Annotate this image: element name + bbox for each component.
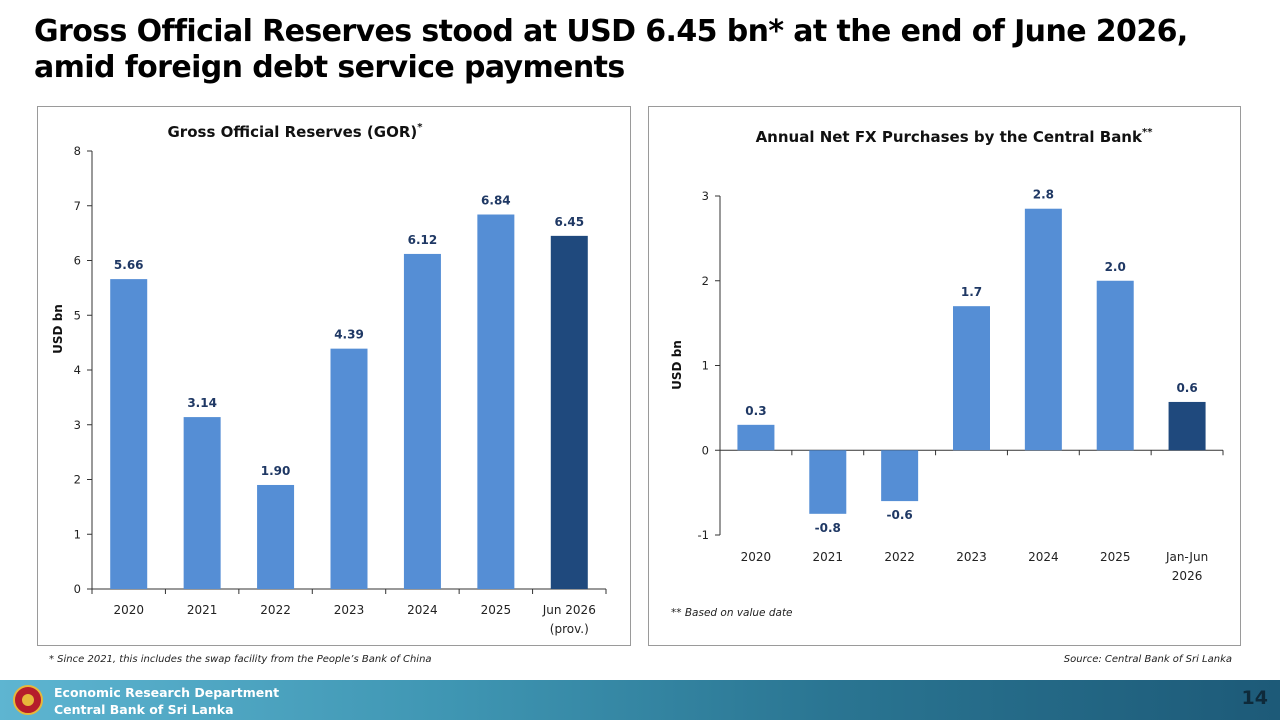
gor-bar-2020 [110,279,148,589]
fx-bar-2022 [881,450,919,502]
fx-value-label: -0.6 [887,508,913,522]
gor-y-tick-label: 3 [74,418,81,432]
gor-y-tick-label: 8 [74,144,81,158]
fx-value-label: 0.3 [745,404,766,418]
source-note: Source: Central Bank of Sri Lanka [1063,654,1232,665]
fx-y-tick-label: -1 [698,528,709,542]
gor-category-label: 2024 [407,603,438,617]
fx-y-tick-label: 0 [702,443,709,457]
gor-value-label: 5.66 [114,258,144,272]
fx-category-label: 2022 [884,550,915,564]
gor-category-label: 2021 [187,603,218,617]
fx-bar-2024 [1024,208,1062,451]
gor-category-sublabel: (prov.) [550,622,589,636]
gor-value-label: 6.45 [554,215,584,229]
gor-bar-jun-2026 [550,235,588,590]
gor-y-tick-label: 4 [74,363,81,377]
gor-y-tick-label: 7 [74,199,81,213]
gor-y-tick-label: 6 [74,254,81,268]
gor-category-label: Jun 2026 [542,603,596,617]
gor-bar-2022 [257,484,295,589]
fx-chart-title: Annual Net FX Purchases by the Central B… [756,127,1154,146]
fx-bar-2025 [1096,280,1134,451]
gor-bar-2021 [183,417,221,589]
gor-chart-title-text: Gross Official Reserves (GOR) [168,123,418,141]
fx-y-tick-label: 2 [702,274,709,288]
fx-category-label: 2023 [956,550,987,564]
gor-value-label: 6.84 [481,194,511,208]
gor-y-axis-label: USD bn [51,304,65,354]
fx-category-label: 2024 [1028,550,1059,564]
fx-bar-2020 [737,424,775,451]
gor-bar-chart: Gross Official Reserves (GOR)* USD bn 0 1… [51,122,607,636]
gor-value-label: 1.90 [261,464,291,478]
gor-category-label: 2025 [481,603,512,617]
fx-value-label: -0.8 [815,521,841,535]
fx-chart-title-text: Annual Net FX Purchases by the Central B… [756,128,1143,146]
fx-value-label: 2.8 [1033,188,1054,202]
fx-value-label: 1.7 [961,285,982,299]
fx-category-label: 2020 [741,550,772,564]
fx-bar-jan-jun [1168,401,1206,451]
fx-bar-2023 [953,306,990,451]
fx-category-label: 2025 [1100,550,1131,564]
fx-category-sublabel: 2026 [1172,569,1203,583]
cbsl-seal-icon [13,685,43,715]
fx-value-label: 2.0 [1105,260,1126,274]
gor-bar-2024 [403,253,441,589]
gor-value-label: 6.12 [408,233,438,247]
gor-y-tick-label: 0 [74,582,81,596]
gor-y-tick-label: 1 [74,527,81,541]
fx-category-label: 2021 [813,550,844,564]
gor-y-tick-label: 5 [74,308,81,322]
gor-category-label: 2023 [334,603,365,617]
department-name: Economic Research Department Central Ban… [54,684,279,718]
fx-y-tick-label: 1 [702,359,709,373]
gor-category-label: 2020 [113,603,144,617]
slide-title-line-1: Gross Official Reserves stood at USD 6.4… [34,14,1188,49]
fx-purchases-bar-chart: Annual Net FX Purchases by the Central B… [670,127,1224,619]
gor-y-tick-label: 2 [74,473,81,487]
fx-bar-2021 [809,450,847,514]
page-number: 14 [1241,687,1268,709]
fx-y-tick-label: 3 [702,189,709,203]
department-line-1: Economic Research Department [54,685,280,700]
gor-value-label: 4.39 [334,328,364,342]
fx-purchases-chart-panel: Annual Net FX Purchases by the Central B… [648,106,1241,646]
slide-title: Gross Official Reserves stood at USD 6.4… [34,14,1254,86]
gor-chart-title-mark: * [417,122,423,133]
gor-value-label: 3.14 [187,396,217,410]
gor-chart-panel: Gross Official Reserves (GOR)* USD bn 0 1… [37,106,631,646]
fx-value-label: 0.6 [1176,381,1197,395]
fx-y-axis-label: USD bn [670,340,684,390]
swap-facility-footnote: * Since 2021, this includes the swap fac… [49,654,432,665]
slide-title-line-2: amid foreign debt service payments [34,50,625,85]
department-line-2: Central Bank of Sri Lanka [54,702,234,717]
gor-chart-title: Gross Official Reserves (GOR)* [168,122,424,141]
fx-category-label: Jan-Jun [1165,550,1208,564]
gor-bar-2023 [330,348,368,589]
footer-bar: Economic Research Department Central Ban… [0,680,1280,720]
fx-chart-note: ** Based on value date [671,607,793,619]
gor-bar-2025 [477,214,515,589]
fx-chart-title-mark: ** [1142,127,1153,138]
gor-category-label: 2022 [260,603,291,617]
